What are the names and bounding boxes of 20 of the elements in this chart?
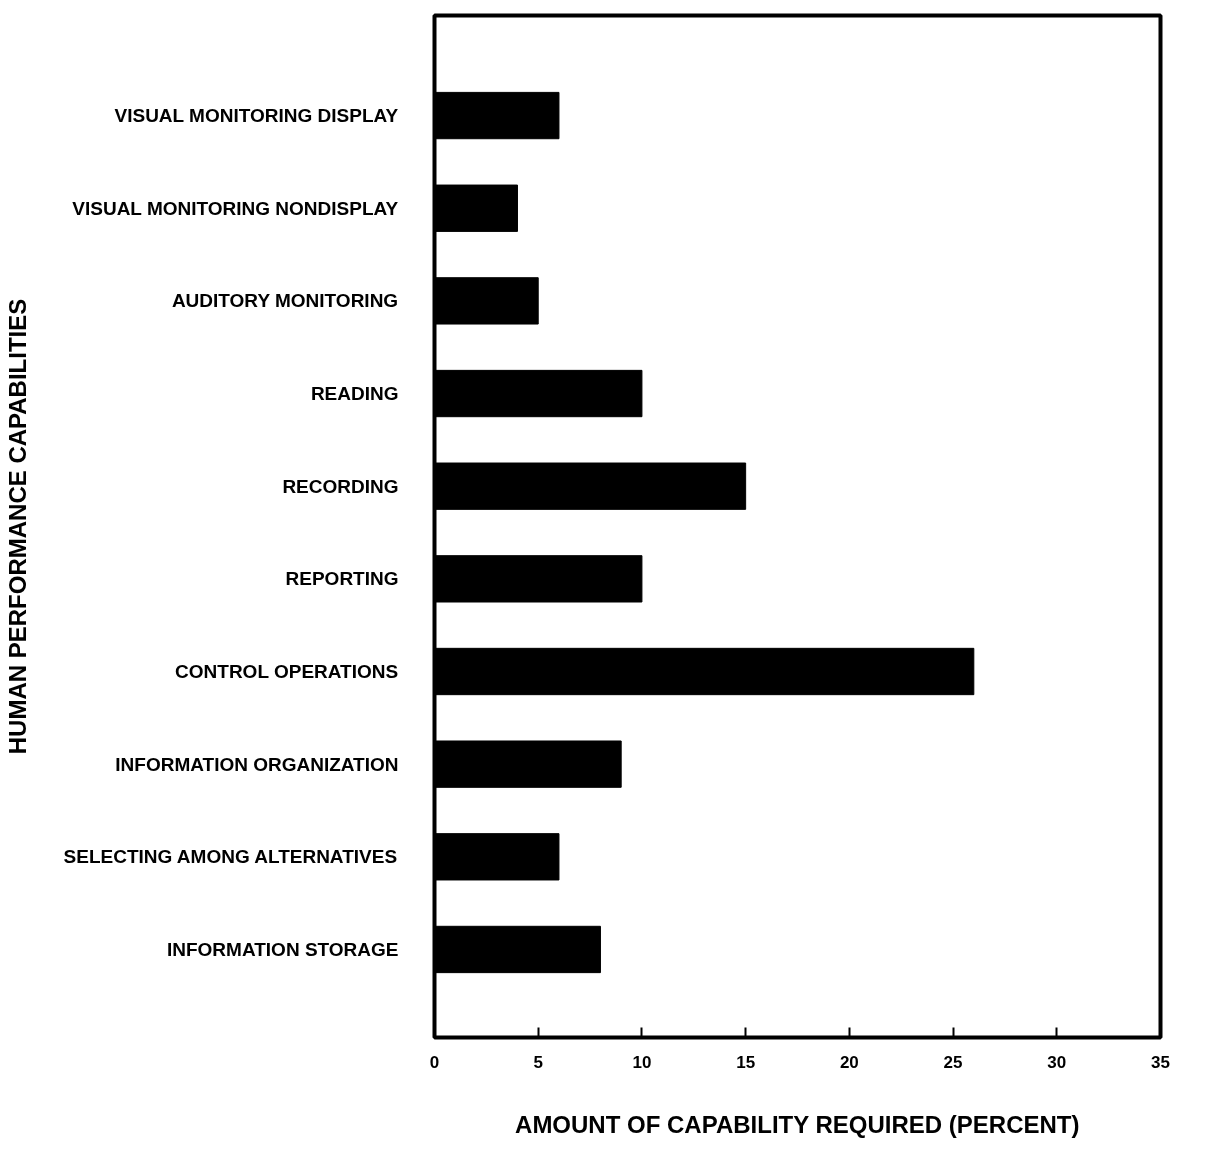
y-tick-label: RECORDING <box>282 475 399 497</box>
x-tick-label: 30 <box>1047 1052 1067 1072</box>
y-tick-label: INFORMATION STORAGE <box>166 938 399 960</box>
y-tick-label: REPORTING <box>285 568 399 590</box>
y-tick-label: INFORMATION ORGANIZATION <box>115 753 399 775</box>
x-tick-label: 10 <box>632 1052 652 1072</box>
y-tick-label: READING <box>310 383 399 405</box>
x-tick-label: 5 <box>533 1052 543 1072</box>
x-tick-label: 25 <box>943 1052 963 1072</box>
y-tick-label: CONTROL OPERATIONS <box>175 661 399 683</box>
x-tick-label: 15 <box>736 1052 756 1072</box>
y-tick-label: VISUAL MONITORING NONDISPLAY <box>72 197 399 219</box>
x-axis-title: AMOUNT OF CAPABILITY REQUIRED (PERCENT) <box>515 1110 1080 1138</box>
y-tick-label: VISUAL MONITORING DISPLAY <box>114 105 399 127</box>
y-tick-label: SELECTING AMONG ALTERNATIVES <box>63 846 398 868</box>
x-tick-label: 0 <box>429 1052 440 1072</box>
y-axis-title: HUMAN PERFORMANCE CAPABILITIES <box>3 298 31 755</box>
y-tick-label: AUDITORY MONITORING <box>171 290 399 312</box>
x-tick-label: 20 <box>839 1052 859 1072</box>
x-tick-label: 35 <box>1151 1052 1170 1072</box>
